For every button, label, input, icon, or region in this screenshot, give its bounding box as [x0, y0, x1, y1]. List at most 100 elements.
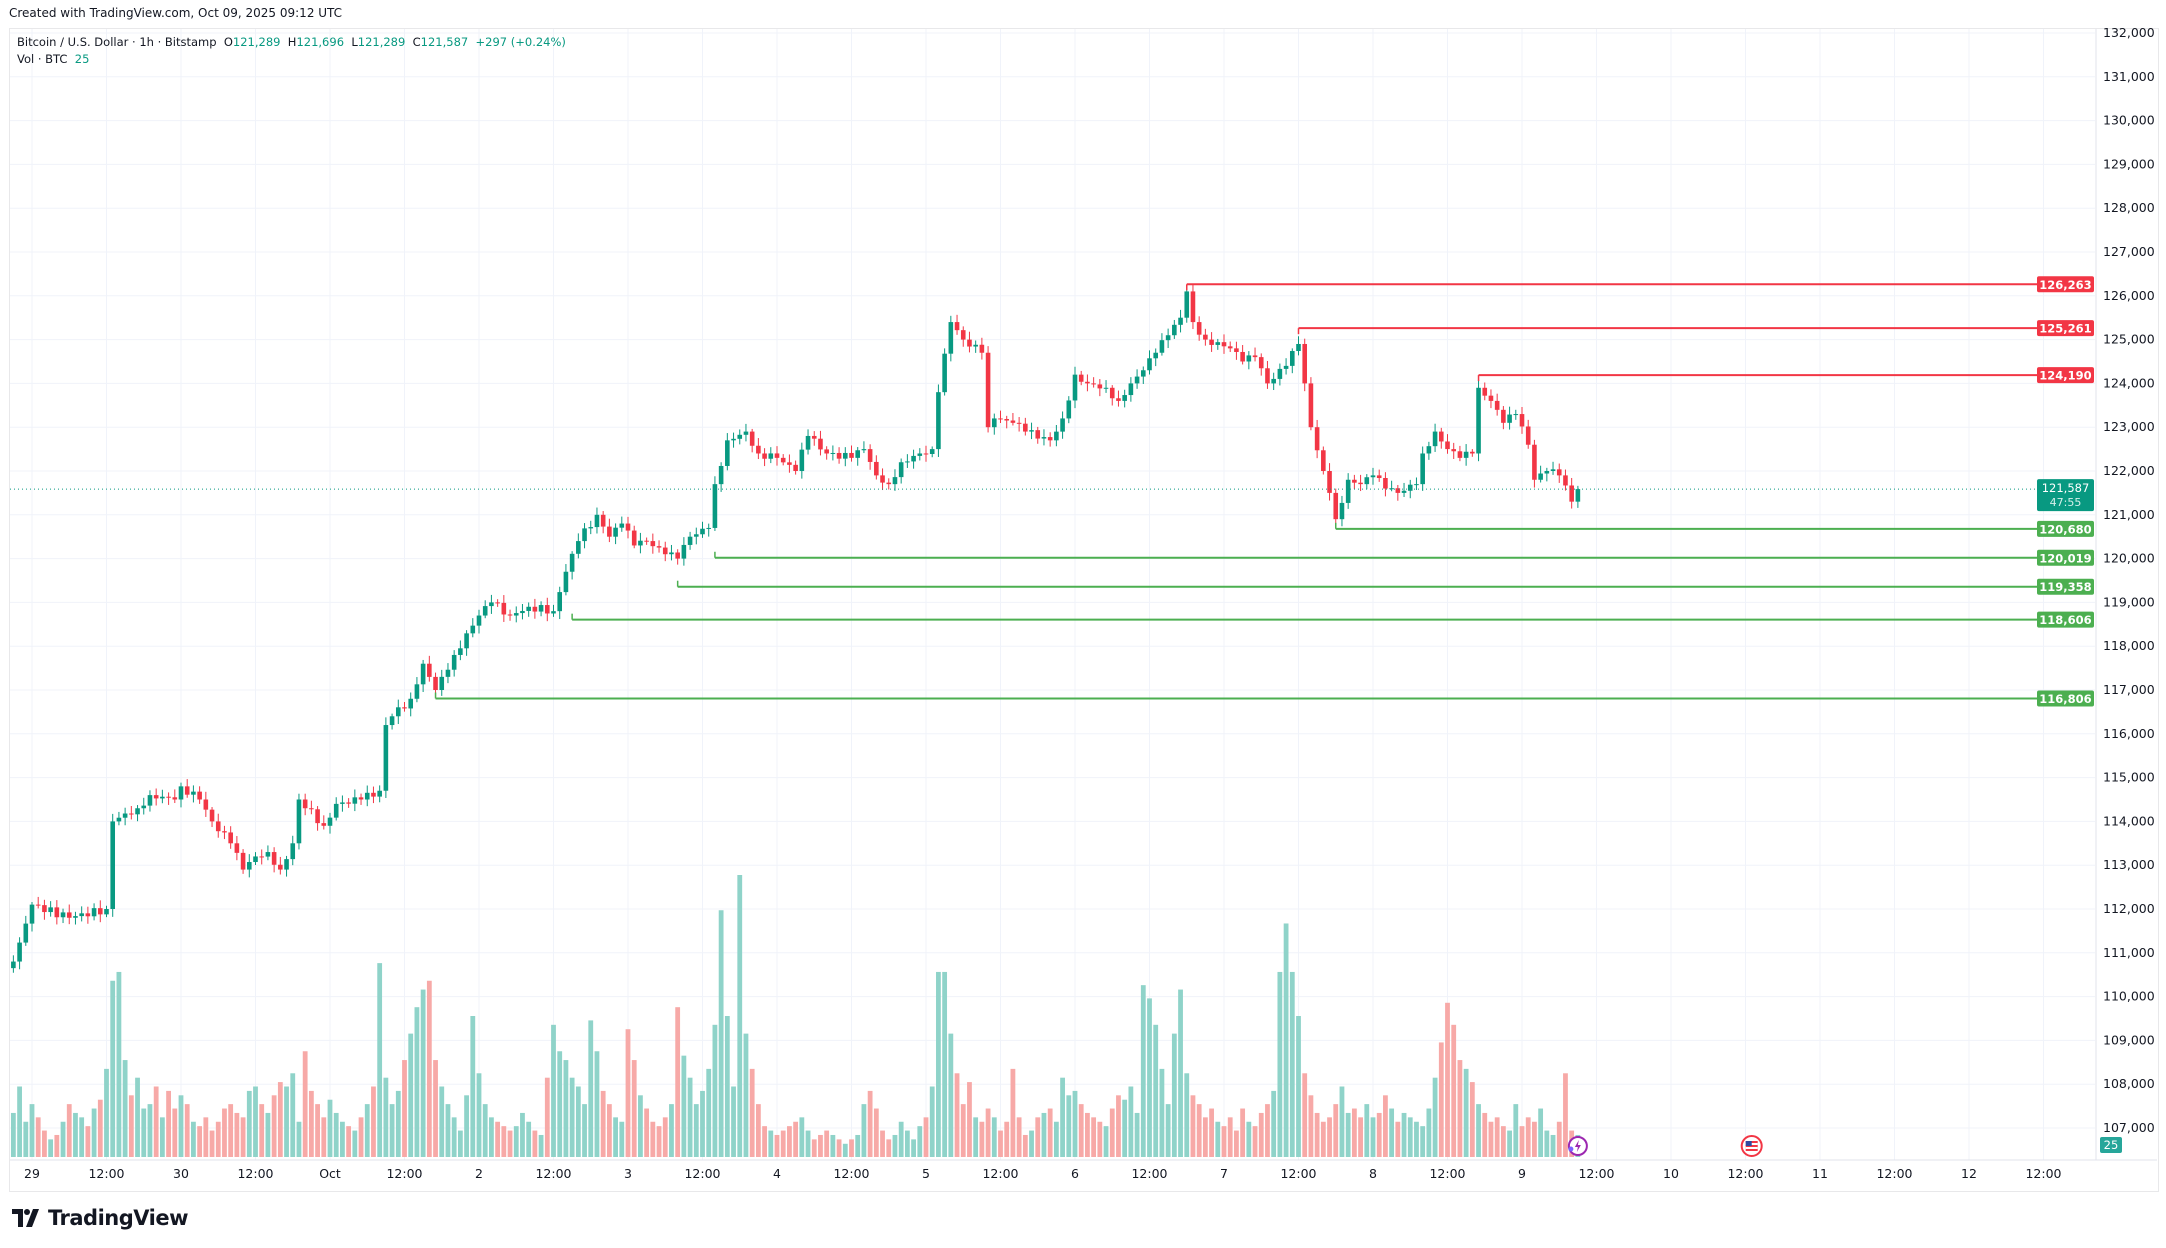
volume-bar [960, 1104, 966, 1157]
volume-label[interactable]: Vol · BTC [17, 52, 68, 66]
candle-body [333, 803, 339, 818]
candle-body [1544, 471, 1550, 474]
level-price-label: 119,358 [2039, 580, 2091, 594]
candle-body [1333, 492, 1339, 520]
candle-body [768, 453, 774, 459]
candle [1457, 445, 1463, 462]
candle [656, 540, 662, 553]
candle [861, 441, 867, 454]
volume-bar [948, 1033, 954, 1157]
candle-body [1060, 418, 1065, 432]
volume-bar [184, 1104, 190, 1157]
volume-bar [1544, 1130, 1550, 1157]
volume-bar [259, 1104, 265, 1157]
candle-body [756, 445, 761, 454]
candle [1054, 424, 1059, 447]
volume-bar [886, 1139, 892, 1157]
volume-bar [265, 1112, 271, 1157]
candle [681, 537, 687, 566]
candle-body [1078, 374, 1084, 382]
candle-body [1047, 437, 1053, 441]
candle-body [1035, 430, 1041, 439]
candle-body [526, 606, 531, 611]
candle-body [458, 648, 463, 655]
price-tick-label: 132,000 [2103, 25, 2155, 40]
time-tick-label: 12:00 [1876, 1166, 1912, 1181]
candle-body [880, 475, 885, 483]
candle [631, 525, 637, 549]
volume-bar [1258, 1112, 1264, 1157]
candle [265, 845, 271, 861]
volume-bar [1532, 1121, 1537, 1157]
volume-bar [631, 1060, 637, 1157]
volume-bar [687, 1077, 693, 1157]
volume-bar [588, 1020, 594, 1157]
volume-bar [1252, 1126, 1258, 1157]
time-tick-label: 7 [1220, 1166, 1228, 1181]
level-price-label: 120,680 [2039, 522, 2091, 536]
volume-bar [1128, 1086, 1134, 1157]
volume-bar [364, 1104, 370, 1157]
candle-body [669, 552, 674, 555]
volume-bar [302, 1051, 308, 1157]
candle [296, 793, 302, 850]
candle-body [675, 552, 680, 559]
candle-body [662, 547, 668, 555]
lightning-icon[interactable] [1567, 1136, 1588, 1156]
candle-body [1438, 431, 1444, 442]
volume-bar [10, 1112, 16, 1157]
candle-body [1389, 488, 1394, 490]
candle-body [1476, 387, 1481, 454]
candle [284, 855, 289, 877]
candle [315, 806, 320, 831]
volume-bar [1494, 1117, 1500, 1157]
candle-body [1563, 475, 1568, 486]
chart-frame [9, 28, 2159, 1192]
volume-bar [1035, 1117, 1041, 1157]
candle [830, 445, 836, 461]
time-tick-label: 6 [1071, 1166, 1079, 1181]
candle [116, 811, 122, 826]
candle-body [1289, 351, 1295, 366]
candle-body [898, 462, 904, 478]
open-label: O [223, 35, 233, 49]
candle-body [911, 455, 916, 462]
volume-bar [544, 1077, 550, 1157]
volume-bar [1302, 1073, 1308, 1157]
candle [1438, 427, 1444, 449]
candle-body [594, 514, 600, 528]
candle [1047, 432, 1053, 447]
candle-body [271, 852, 277, 865]
volume-bar [1445, 1002, 1450, 1157]
candle-body [588, 527, 594, 529]
support-price-badge [2037, 549, 2094, 566]
symbol-legend-row: Bitcoin / U.S. Dollar · 1h · Bitstamp O1… [17, 34, 566, 51]
volume-bar [1053, 1121, 1059, 1157]
candle [1426, 441, 1432, 460]
volume-bar [141, 1108, 147, 1157]
candle-body [91, 908, 97, 917]
volume-bar [383, 1077, 389, 1157]
volume-bar [1327, 1117, 1332, 1157]
candle-body [712, 484, 718, 528]
volume-bar [1116, 1095, 1121, 1157]
volume-bar [1420, 1126, 1426, 1157]
volume-bar [1370, 1117, 1376, 1157]
candle [1482, 382, 1488, 401]
candle-body [1140, 370, 1146, 377]
volume-bar [1500, 1126, 1506, 1157]
candle [1333, 488, 1339, 524]
us-flag-icon[interactable] [1740, 1135, 1763, 1157]
candle [1488, 389, 1494, 409]
volume-bar [1563, 1073, 1568, 1157]
candle-body [1196, 322, 1202, 335]
candle [538, 601, 544, 617]
candle [389, 713, 395, 730]
symbol-title[interactable]: Bitcoin / U.S. Dollar · 1h · Bitstamp [17, 35, 217, 49]
candle-body [290, 843, 296, 860]
candle-body [11, 961, 16, 969]
tradingview-logo[interactable]: TradingView [12, 1206, 188, 1230]
candle [1184, 288, 1190, 323]
volume-bar [979, 1121, 985, 1157]
